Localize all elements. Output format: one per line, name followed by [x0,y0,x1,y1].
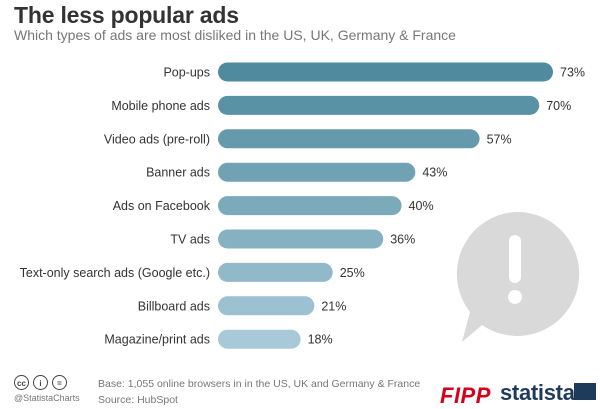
category-label: Billboard ads [138,299,210,313]
bar-chart: Pop-ups 73% Mobile phone ads 70% Video ads (… [20,62,585,349]
value-label: 57% [487,132,512,146]
bar-1 [218,95,540,115]
bar-0 [218,62,553,82]
chart-subtitle: Which types of ads are most disliked in … [14,27,456,43]
bar-3 [218,162,416,182]
bar-7 [218,296,315,316]
bar-4 [218,196,402,216]
category-label: Banner ads [146,166,210,180]
no-derivatives-icon: = [52,375,67,390]
license-icons: cc i = [14,375,67,390]
bar-8 [218,329,301,349]
exclamation-speech-bubble-icon [456,211,580,342]
attribution-icon: i [33,375,48,390]
category-label: Video ads (pre-roll) [104,132,210,146]
value-label: 70% [546,99,571,113]
bar-6 [218,262,333,282]
value-label: 73% [560,66,585,80]
category-label: Mobile phone ads [111,99,210,113]
value-label: 40% [409,199,434,213]
chart-title: The less popular ads [14,2,239,28]
bar-5 [218,229,384,249]
value-label: 21% [321,299,346,313]
value-label: 43% [422,166,447,180]
creative-commons-icon: cc [14,375,29,390]
footnote: Base: 1,055 online browsers in in the US… [98,376,420,408]
value-label: 36% [390,233,415,247]
category-label: Pop-ups [163,66,210,80]
category-label: Magazine/print ads [104,333,210,347]
value-label: 25% [340,266,365,280]
statista-handle: @StatistaCharts [14,393,80,403]
category-label: Ads on Facebook [113,199,211,213]
base-note: Base: 1,055 online browsers in in the US… [98,378,421,390]
fipp-logo[interactable]: FIPP [440,383,491,408]
statista-logo-mark [574,383,596,400]
category-label: TV ads [170,233,210,247]
value-label: 18% [308,333,333,347]
category-label: Text-only search ads (Google etc.) [20,266,210,280]
source-note: Source: HubSpot [98,394,178,406]
statista-logo[interactable]: statista [500,380,575,405]
bar-2 [218,129,480,149]
